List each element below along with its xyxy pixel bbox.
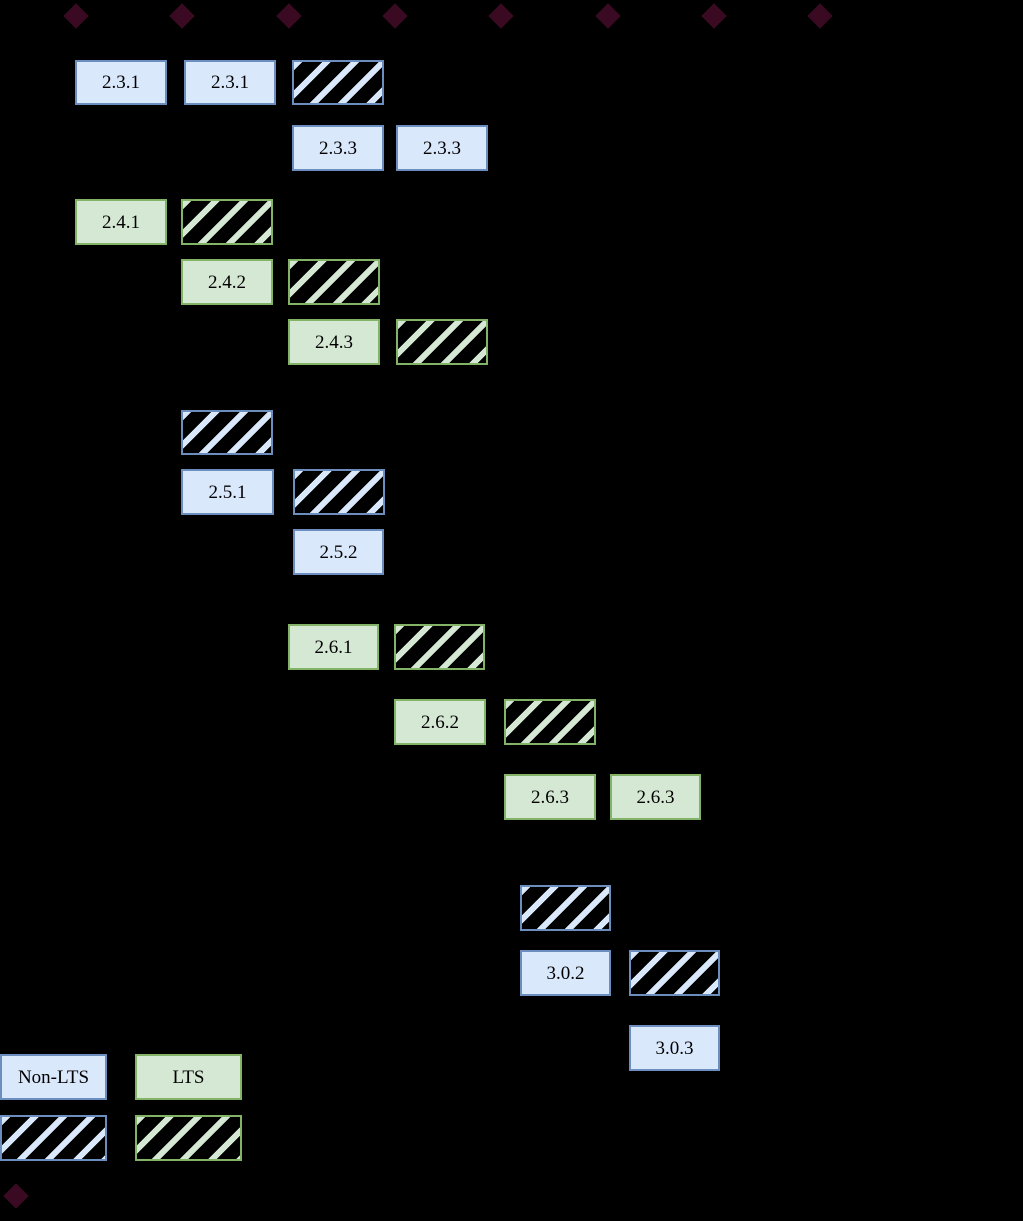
release-lts-box: 2.4.1 — [75, 199, 167, 245]
milestone-diamond — [701, 3, 727, 29]
legend-lts-box: LTS — [135, 1054, 242, 1100]
legend-non-lts-box: Non-LTS — [0, 1054, 107, 1100]
legend-milestone-diamond — [3, 1183, 29, 1209]
release-lts-hatched-hatched-box — [504, 699, 596, 745]
release-non-lts-box: 2.3.1 — [184, 60, 276, 105]
release-non-lts-box: 2.5.1 — [181, 469, 274, 515]
release-lts-hatched-hatched-box — [288, 259, 380, 305]
release-non-lts-box: 3.0.2 — [520, 950, 611, 996]
milestone-diamond — [276, 3, 302, 29]
release-non-lts-hatched-hatched-box — [629, 950, 720, 996]
release-lts-box: 2.6.3 — [504, 774, 596, 820]
milestone-diamond — [169, 3, 195, 29]
release-lts-hatched-hatched-box — [394, 624, 485, 670]
release-non-lts-hatched-hatched-box — [520, 885, 611, 931]
milestone-diamond — [595, 3, 621, 29]
release-lts-box: 2.6.1 — [288, 624, 379, 670]
release-non-lts-box: 2.3.3 — [396, 125, 488, 171]
release-lts-hatched-hatched-box — [396, 319, 488, 365]
legend-non-lts-hatched-hatched-box — [0, 1115, 107, 1161]
milestone-diamond — [382, 3, 408, 29]
release-non-lts-hatched-hatched-box — [292, 60, 384, 105]
release-non-lts-box: 3.0.3 — [629, 1025, 720, 1071]
release-lts-box: 2.4.3 — [288, 319, 380, 365]
release-lts-hatched-hatched-box — [181, 199, 273, 245]
milestone-diamond — [807, 3, 833, 29]
release-lts-box: 2.6.3 — [610, 774, 701, 820]
release-non-lts-box: 2.3.3 — [292, 125, 384, 171]
release-lts-box: 2.6.2 — [394, 699, 486, 745]
release-non-lts-hatched-hatched-box — [293, 469, 385, 515]
milestone-diamond — [63, 3, 89, 29]
release-non-lts-box: 2.5.2 — [293, 529, 384, 575]
milestone-diamond — [488, 3, 514, 29]
release-lts-box: 2.4.2 — [181, 259, 273, 305]
release-non-lts-hatched-hatched-box — [181, 410, 273, 455]
release-non-lts-box: 2.3.1 — [75, 60, 167, 105]
legend-lts-hatched-hatched-box — [135, 1115, 242, 1161]
